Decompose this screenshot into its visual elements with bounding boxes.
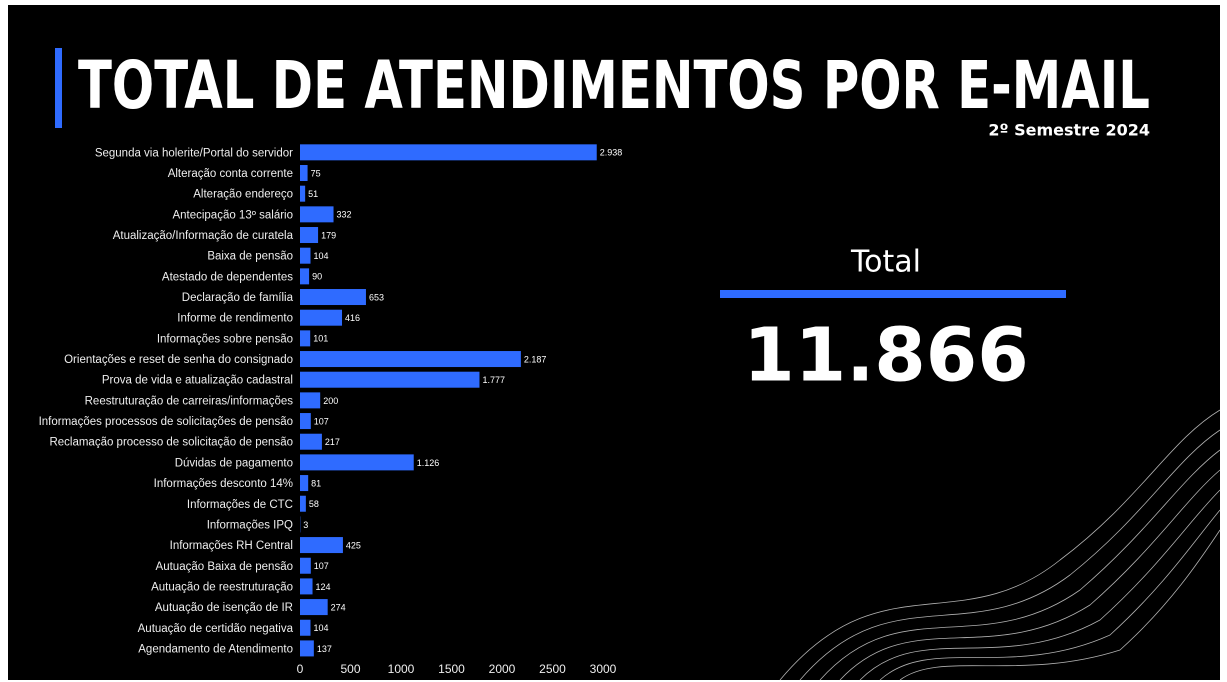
value-label: 217	[325, 437, 340, 447]
bar	[300, 310, 342, 326]
category-label: Informe de rendimento	[177, 313, 293, 325]
value-label: 90	[312, 272, 322, 282]
bar	[300, 186, 305, 202]
category-label: Reclamação processo de solicitação de pe…	[49, 437, 293, 449]
value-label: 416	[345, 313, 360, 323]
value-label: 81	[311, 478, 321, 488]
category-label: Declaração de família	[182, 292, 294, 304]
bar	[300, 620, 311, 636]
bar	[300, 578, 313, 594]
bar	[300, 206, 334, 222]
value-label: 107	[314, 561, 329, 571]
bar	[300, 537, 343, 553]
chart-title: TOTAL DE ATENDIMENTOS POR E-MAIL	[78, 47, 1150, 124]
total-title: Total	[850, 245, 921, 280]
bar	[300, 144, 597, 160]
value-label: 58	[309, 499, 319, 509]
x-tick-label: 2500	[539, 662, 566, 676]
value-label: 332	[337, 210, 352, 220]
x-tick-label: 3000	[590, 662, 617, 676]
total-value: 11.866	[743, 313, 1029, 399]
page: TOTAL DE ATENDIMENTOS POR E-MAIL 2º Seme…	[0, 0, 1227, 682]
value-label: 2.938	[600, 148, 623, 158]
bar	[300, 372, 479, 388]
category-label: Segunda via holerite/Portal do servidor	[95, 147, 293, 159]
category-label: Informações de CTC	[187, 499, 293, 511]
category-label: Autuação de isenção de IR	[155, 602, 293, 614]
bar	[300, 351, 521, 367]
category-label: Dúvidas de pagamento	[175, 457, 293, 469]
category-label: Autuação de reestruturação	[151, 581, 293, 593]
value-label: 101	[313, 334, 328, 344]
bar	[300, 268, 309, 284]
category-label: Atualização/Informação de curatela	[113, 230, 294, 242]
bar	[300, 413, 311, 429]
x-tick-label: 1500	[438, 662, 465, 676]
value-label: 3	[303, 520, 308, 530]
total-divider	[720, 290, 1066, 298]
slide: TOTAL DE ATENDIMENTOS POR E-MAIL 2º Seme…	[0, 0, 1227, 682]
x-tick-label: 0	[297, 662, 304, 676]
bar	[300, 475, 308, 491]
category-label: Alteração conta corrente	[168, 168, 293, 180]
category-label: Agendamento de Atendimento	[138, 643, 293, 655]
x-tick-label: 500	[340, 662, 360, 676]
value-label: 2.187	[524, 354, 547, 364]
value-label: 200	[323, 396, 338, 406]
subtitle: 2º Semestre 2024	[988, 121, 1150, 140]
value-label: 1.126	[417, 458, 440, 468]
value-label: 124	[316, 582, 331, 592]
bar	[300, 227, 318, 243]
value-label: 137	[317, 644, 332, 654]
bar	[300, 454, 414, 470]
bar	[300, 392, 320, 408]
value-label: 104	[314, 623, 329, 633]
category-label: Orientações e reset de senha do consigna…	[64, 354, 293, 366]
value-label: 425	[346, 540, 361, 550]
bar	[300, 496, 306, 512]
bar	[300, 165, 308, 181]
bar	[300, 558, 311, 574]
value-label: 653	[369, 292, 384, 302]
category-label: Informações RH Central	[170, 540, 293, 552]
category-label: Autuação Baixa de pensão	[156, 561, 293, 573]
bar	[300, 434, 322, 450]
value-label: 51	[308, 189, 318, 199]
value-label: 274	[331, 602, 346, 612]
value-label: 179	[321, 230, 336, 240]
value-label: 104	[314, 251, 329, 261]
bar	[300, 330, 310, 346]
category-label: Alteração endereço	[193, 189, 293, 201]
bar	[300, 599, 328, 615]
title-accent	[55, 48, 62, 128]
category-label: Prova de vida e atualização cadastral	[102, 375, 293, 387]
value-label: 1.777	[482, 375, 505, 385]
value-label: 107	[314, 416, 329, 426]
bar	[300, 248, 311, 264]
category-label: Informações sobre pensão	[157, 333, 293, 345]
category-label: Baixa de pensão	[207, 251, 293, 263]
category-label: Autuação de certidão negativa	[138, 623, 294, 635]
category-label: Informações processos de solicitações de…	[39, 416, 293, 428]
category-label: Antecipação 13º salário	[172, 209, 293, 221]
value-label: 75	[311, 168, 321, 178]
bar	[300, 640, 314, 656]
x-tick-label: 1000	[388, 662, 415, 676]
category-label: Reestruturação de carreiras/informações	[85, 395, 294, 407]
x-tick-label: 2000	[489, 662, 516, 676]
category-label: Atestado de dependentes	[162, 271, 293, 283]
category-label: Informações IPQ	[207, 519, 293, 531]
category-label: Informações desconto 14%	[154, 478, 293, 490]
bar	[300, 289, 366, 305]
